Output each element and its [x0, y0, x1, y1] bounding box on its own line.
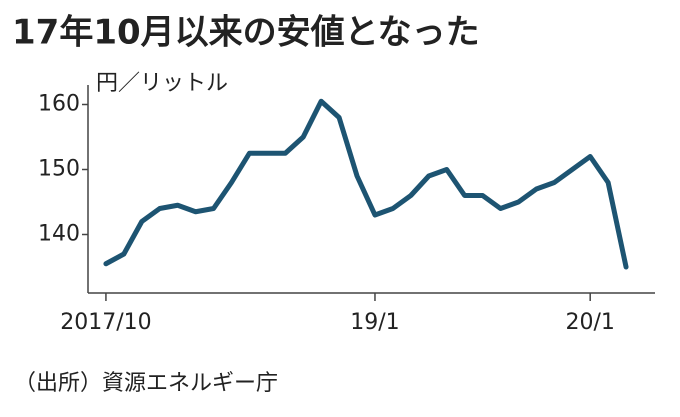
y-tick-label: 150 — [38, 157, 80, 182]
source: （出所）資源エネルギー庁 — [14, 371, 278, 396]
x-tick-label: 2017/10 — [60, 310, 151, 335]
chart-title: 17年10月以来の安値となった — [12, 13, 480, 53]
x-tick-label: 19/1 — [350, 310, 399, 335]
y-axis-label: 円／リットル — [96, 71, 228, 96]
line-series — [103, 98, 629, 270]
y-tick-label: 160 — [38, 92, 80, 117]
x-tick-label: 20/1 — [565, 310, 614, 335]
y-tick-label: 140 — [38, 222, 80, 247]
